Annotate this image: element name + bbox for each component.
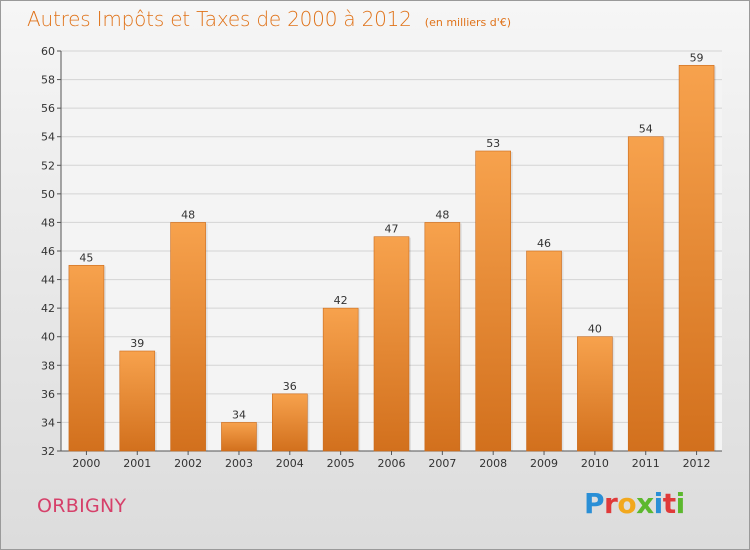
y-tick-label: 58 xyxy=(41,74,55,87)
bar-2012 xyxy=(678,64,715,452)
bar-2000 xyxy=(68,264,105,452)
y-tick-label: 48 xyxy=(41,216,55,229)
logo-letter: o xyxy=(617,487,637,520)
bar-2003 xyxy=(221,422,257,452)
logo-letter: x xyxy=(636,487,654,520)
y-tick-label: 60 xyxy=(41,45,55,58)
x-tick-label-2001: 2001 xyxy=(123,457,151,470)
x-tick-label-2007: 2007 xyxy=(428,457,456,470)
data-label-2005: 42 xyxy=(334,294,348,307)
x-tick-label-2010: 2010 xyxy=(581,457,609,470)
y-tick-label: 54 xyxy=(41,131,55,144)
bar-2001 xyxy=(119,350,156,452)
x-tick-label-2006: 2006 xyxy=(378,457,406,470)
logo-letter: P xyxy=(584,487,605,520)
data-label-2006: 47 xyxy=(385,223,399,236)
bar-2010 xyxy=(577,336,613,452)
bar-2009 xyxy=(526,250,562,452)
bar-2006 xyxy=(373,236,410,452)
title-row: Autres Impôts et Taxes de 2000 à 2012 (e… xyxy=(27,7,511,31)
commune-name: ORBIGNY xyxy=(37,495,127,517)
logo-letter: i xyxy=(653,487,664,520)
y-tick-label: 52 xyxy=(41,159,55,172)
data-label-2000: 45 xyxy=(79,251,93,264)
y-tick-label: 42 xyxy=(41,302,55,315)
y-tick-label: 56 xyxy=(41,102,55,115)
logo-letter: i xyxy=(675,487,686,520)
x-tick-label-2009: 2009 xyxy=(530,457,558,470)
y-tick-label: 50 xyxy=(41,188,55,201)
x-tick-label-2011: 2011 xyxy=(632,457,660,470)
data-label-2002: 48 xyxy=(181,208,195,221)
y-tick-label: 36 xyxy=(41,388,55,401)
x-tick-label-2005: 2005 xyxy=(327,457,355,470)
bar-2005 xyxy=(322,307,359,452)
data-label-2009: 46 xyxy=(537,237,551,250)
y-tick-label: 32 xyxy=(41,445,55,458)
x-tick-label-2012: 2012 xyxy=(683,457,711,470)
proxiti-logo: Proxiti xyxy=(584,487,685,520)
y-tick-label: 38 xyxy=(41,359,55,372)
x-tick-label-2000: 2000 xyxy=(72,457,100,470)
x-tick-label-2002: 2002 xyxy=(174,457,202,470)
logo-letter: r xyxy=(604,487,618,520)
bar-2007 xyxy=(424,222,461,452)
chart-title: Autres Impôts et Taxes de 2000 à 2012 xyxy=(27,7,412,31)
y-tick-label: 34 xyxy=(41,416,55,429)
chart-unit-label: (en milliers d'€) xyxy=(424,16,512,29)
data-label-2003: 34 xyxy=(232,408,246,421)
data-label-2010: 40 xyxy=(588,323,602,336)
y-tick-label: 44 xyxy=(41,274,55,287)
data-label-2007: 48 xyxy=(435,208,449,221)
data-label-2011: 54 xyxy=(639,123,653,136)
y-tick-label: 40 xyxy=(41,331,55,344)
data-label-2001: 39 xyxy=(130,337,144,350)
bar-2011 xyxy=(627,136,664,452)
data-label-2012: 59 xyxy=(690,51,704,64)
bar-2004 xyxy=(272,393,308,452)
bar-2002 xyxy=(170,222,206,452)
x-tick-label-2004: 2004 xyxy=(276,457,304,470)
bar-2008 xyxy=(475,150,511,452)
data-label-2008: 53 xyxy=(486,137,500,150)
x-tick-label-2003: 2003 xyxy=(225,457,253,470)
data-label-2004: 36 xyxy=(283,380,297,393)
logo-letter: t xyxy=(662,487,676,520)
x-tick-label-2008: 2008 xyxy=(479,457,507,470)
y-tick-label: 46 xyxy=(41,245,55,258)
